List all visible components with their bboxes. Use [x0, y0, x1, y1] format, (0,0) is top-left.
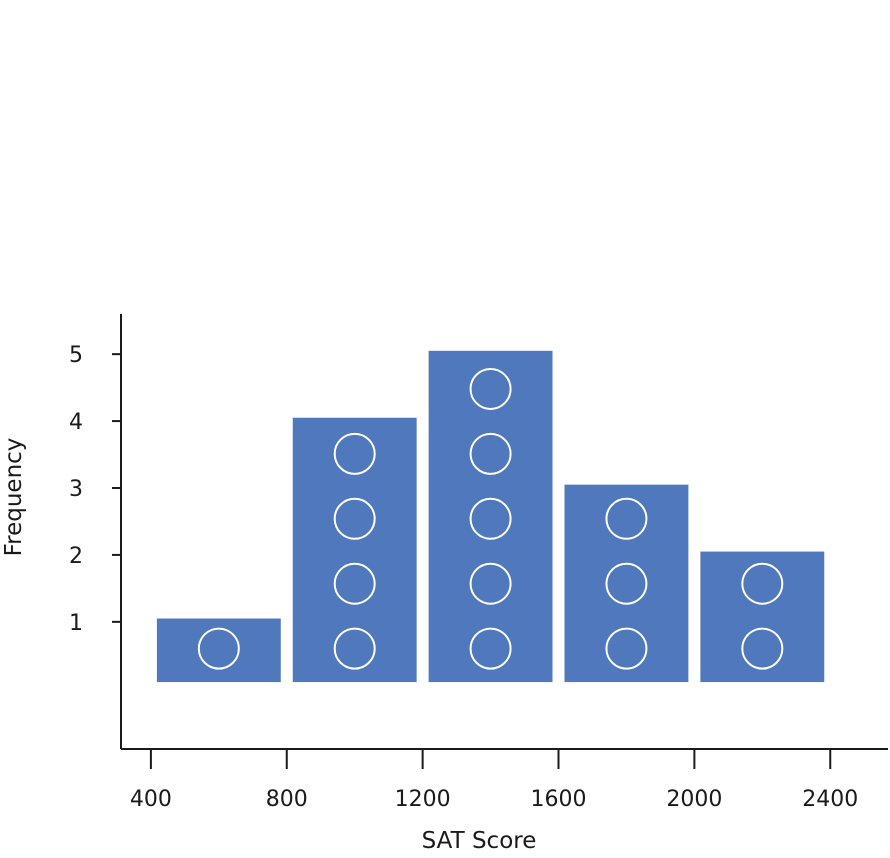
bars-layer [156, 350, 825, 683]
y-tick-label: 4 [69, 410, 83, 435]
y-axis-title: Frequency [1, 438, 27, 557]
observation-marker [469, 562, 512, 605]
y-tick-label: 1 [69, 611, 83, 636]
bar-group-1 [156, 618, 281, 683]
histogram-bar [700, 551, 825, 683]
observation-marker [469, 432, 512, 475]
x-axis-title: SAT Score [422, 828, 537, 854]
x-tick-label: 1600 [531, 787, 587, 812]
axes-layer [120, 314, 888, 750]
histogram-bar [292, 417, 417, 683]
observation-marker [605, 497, 648, 540]
observation-marker [605, 627, 648, 670]
observation-marker [469, 367, 512, 410]
observation-marker [741, 562, 784, 605]
observation-marker [469, 497, 512, 540]
bar-group-3 [428, 350, 553, 683]
observation-marker [469, 627, 512, 670]
observation-marker [333, 432, 376, 475]
y-tick-label: 3 [69, 477, 83, 502]
x-tick-label: 1200 [395, 787, 451, 812]
x-tick-label: 800 [266, 787, 308, 812]
y-tick-label: 5 [69, 343, 83, 368]
x-tick-label: 2000 [666, 787, 722, 812]
observation-marker [197, 627, 240, 670]
observation-marker [741, 627, 784, 670]
observation-marker [333, 497, 376, 540]
histogram-bar [428, 350, 553, 683]
observation-marker [333, 562, 376, 605]
bar-group-4 [564, 484, 689, 683]
bar-group-5 [700, 551, 825, 683]
ticks-layer: 400 800 1200 1600 2000 2400 1 2 3 4 5 [69, 343, 858, 812]
x-tick-label: 400 [130, 787, 172, 812]
x-tick-label: 2400 [802, 787, 858, 812]
observation-marker [333, 627, 376, 670]
observation-marker [605, 562, 648, 605]
y-tick-label: 2 [69, 544, 83, 569]
bar-group-2 [292, 417, 417, 683]
histogram-bar [564, 484, 689, 683]
